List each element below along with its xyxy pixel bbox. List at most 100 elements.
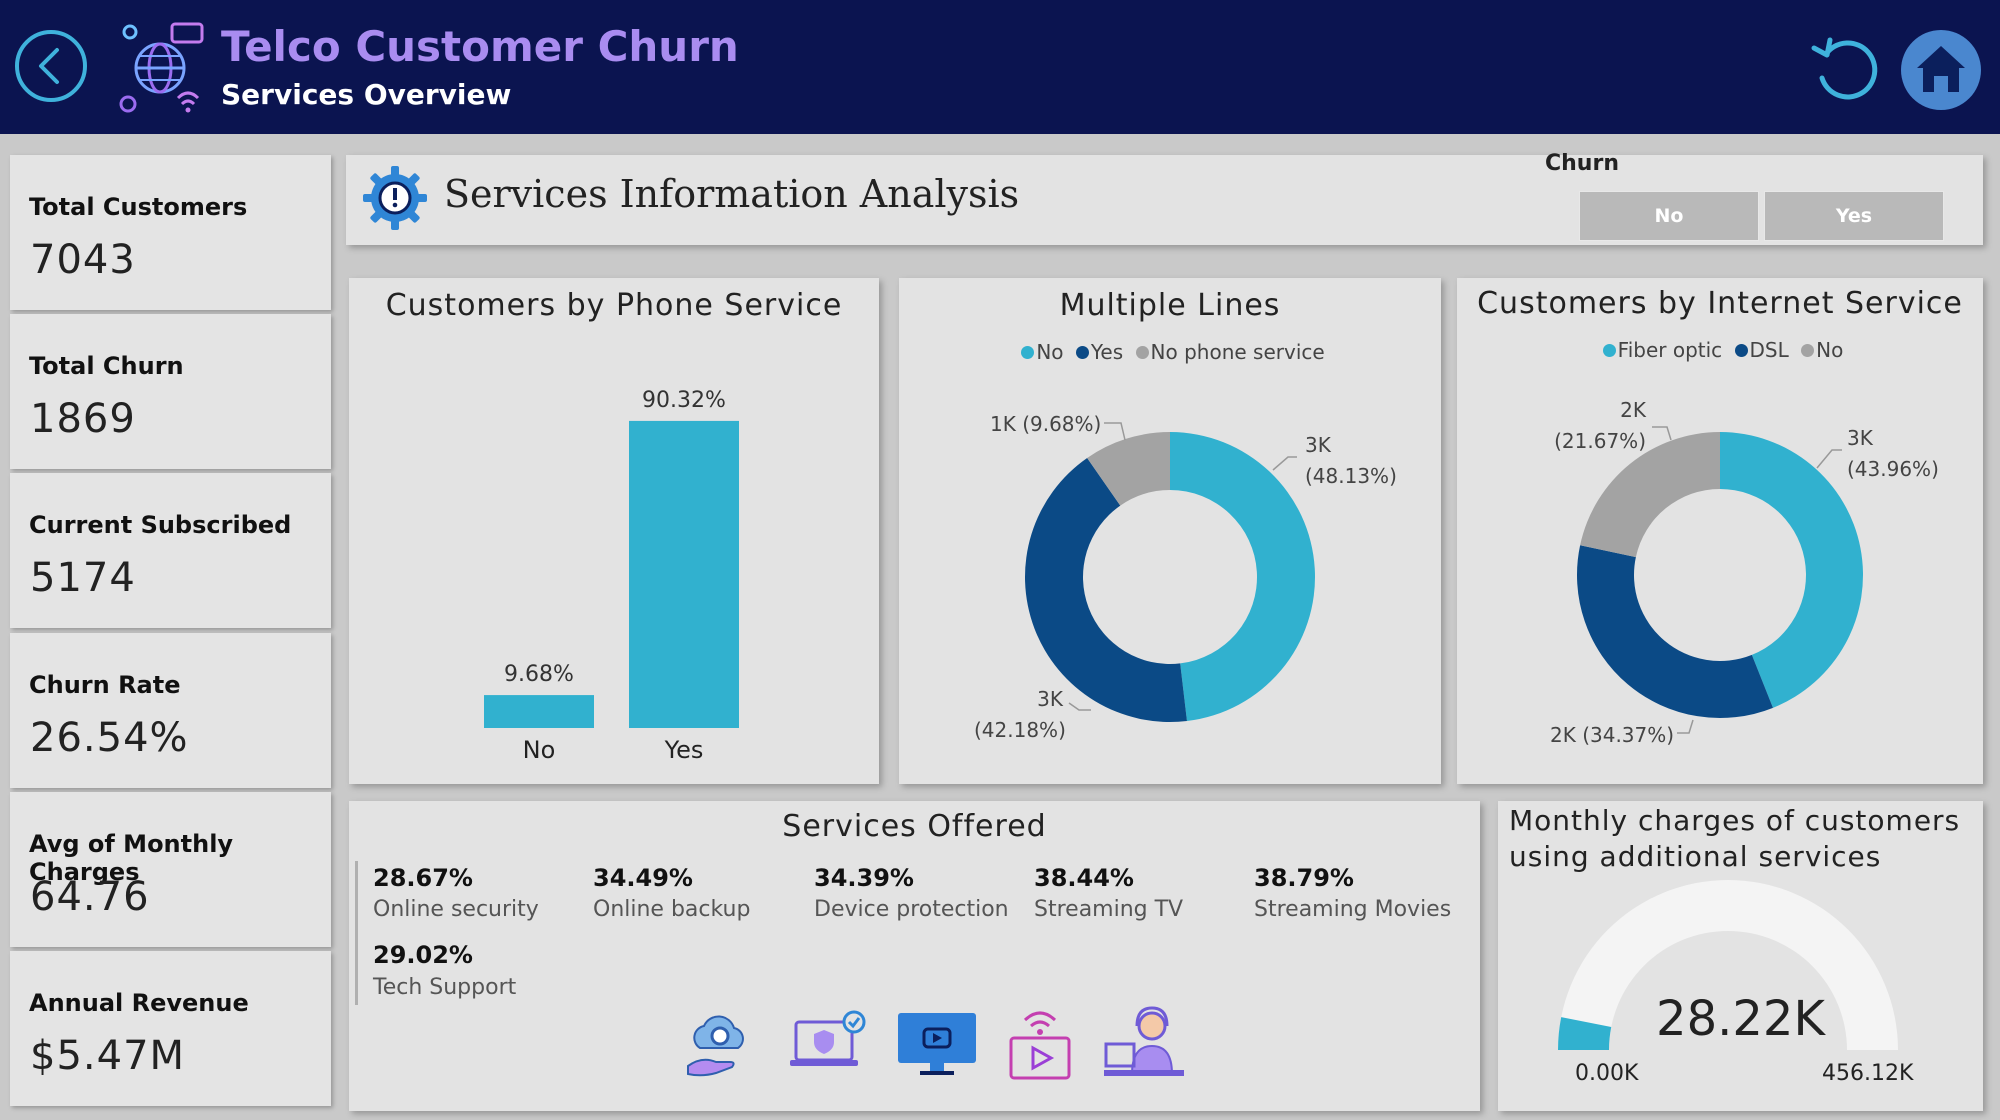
service-pct: 29.02% xyxy=(373,941,473,969)
legend-swatch-none xyxy=(1801,343,1815,357)
app-title: Telco Customer Churn xyxy=(221,22,739,71)
gauge-title-line: using additional services xyxy=(1509,840,1882,873)
bar-no xyxy=(484,695,594,728)
legend-label: No phone service xyxy=(1150,340,1325,364)
service-label: Tech Support xyxy=(373,975,517,1000)
reset-button[interactable] xyxy=(1806,28,1886,108)
service-pct: 28.67% xyxy=(373,864,473,892)
donut-slice-no-phone-service xyxy=(1087,432,1170,506)
kpi-value: 64.76 xyxy=(30,874,150,920)
kpi-label: Avg of Monthly Charges xyxy=(29,830,234,886)
donut-slice-no xyxy=(1170,432,1315,722)
legend-swatch-yes xyxy=(1075,345,1089,359)
leader-line xyxy=(1816,449,1842,469)
service-pct: 38.79% xyxy=(1254,864,1354,892)
kpi-value: 5174 xyxy=(30,555,136,601)
legend-swatch-fiber xyxy=(1602,343,1616,357)
data-label-count: 3K xyxy=(1305,433,1331,457)
multiple-lines-donut xyxy=(1025,422,1315,722)
legend-label: Yes xyxy=(1090,340,1124,364)
services-offered-panel: Services Offered 28.67% Online security … xyxy=(349,801,1480,1111)
gauge-track xyxy=(1558,880,1898,1050)
data-label-no-internet: 2K (21.67%) xyxy=(1554,395,1646,457)
data-label-pct: (43.96%) xyxy=(1847,457,1939,481)
churn-filter-yes-button[interactable]: Yes xyxy=(1764,191,1944,241)
service-pct: 34.39% xyxy=(814,864,914,892)
legend-label: No xyxy=(1036,340,1064,364)
x-tick-label: No xyxy=(523,736,556,764)
kpi-label: Total Churn xyxy=(29,352,184,380)
home-button[interactable] xyxy=(1901,30,1981,110)
kpi-label: Annual Revenue xyxy=(29,989,249,1017)
service-label: Device protection xyxy=(814,897,1009,922)
service-label: Streaming TV xyxy=(1034,897,1184,922)
donut-slice-no xyxy=(1580,432,1720,558)
service-label: Online security xyxy=(373,897,539,922)
kpi-avg-monthly-charges: Avg of Monthly Charges 64.76 xyxy=(10,792,331,947)
donut-slice-fiber-optic xyxy=(1720,432,1863,708)
phone-service-bar-chart: 9.68% No 90.32% Yes xyxy=(484,388,739,764)
back-button[interactable] xyxy=(15,30,87,102)
x-tick-label: Yes xyxy=(664,736,704,764)
secure-laptop-icon xyxy=(790,1010,866,1066)
data-label-no-phone: 1K (9.68%) xyxy=(990,412,1102,436)
donut-slice-yes xyxy=(1025,458,1187,722)
phone-service-panel: Customers by Phone Service 9.68% No 90.32%… xyxy=(349,278,879,784)
service-pct: 38.44% xyxy=(1034,864,1134,892)
legend-swatch-no xyxy=(1021,345,1035,359)
gauge-title-line: Monthly charges of customers xyxy=(1509,804,1961,837)
chart-legend: No Yes No phone service xyxy=(899,340,1441,364)
telecom-network-icon xyxy=(116,20,211,115)
kpi-value: $5.47M xyxy=(30,1033,186,1079)
data-label-count: 2K xyxy=(1620,398,1646,422)
kpi-total-customers: Total Customers 7043 xyxy=(10,155,331,310)
kpi-annual-revenue: Annual Revenue $5.47M xyxy=(10,951,331,1106)
churn-filter-no-button[interactable]: No xyxy=(1579,191,1759,241)
leader-line xyxy=(1068,702,1091,711)
streaming-video-icon xyxy=(1009,1011,1071,1080)
gauge-chart xyxy=(1558,880,1898,1050)
gauge-min-label: 0.00K xyxy=(1575,1061,1639,1086)
data-label-pct: (48.13%) xyxy=(1305,464,1397,488)
legend-label: No xyxy=(1816,338,1844,362)
kpi-churn-rate: Churn Rate 26.54% xyxy=(10,633,331,788)
legend-swatch-dsl xyxy=(1734,343,1748,357)
leader-line xyxy=(1652,426,1672,441)
chart-title: Customers by Phone Service xyxy=(385,288,843,323)
data-label-yes: 3K (42.18%) xyxy=(974,684,1066,746)
gauge-fill xyxy=(1558,1017,1612,1050)
service-label: Streaming Movies xyxy=(1254,897,1452,922)
data-label-count: 3K xyxy=(1847,426,1873,450)
legend-label: Fiber optic xyxy=(1617,338,1723,362)
cloud-gear-icon xyxy=(687,1015,744,1077)
monthly-charges-gauge-panel: Monthly charges of customers using addit… xyxy=(1498,801,1983,1111)
monitor-icon xyxy=(898,1013,976,1075)
kpi-label: Total Customers xyxy=(29,193,248,221)
kpi-value: 7043 xyxy=(30,237,136,283)
internet-service-donut xyxy=(1577,426,1863,734)
chart-title: Multiple Lines xyxy=(1059,288,1281,323)
legend-label: DSL xyxy=(1749,338,1789,362)
kpi-current-subscribed: Current Subscribed 5174 xyxy=(10,473,331,628)
leader-line xyxy=(1272,456,1297,471)
kpi-label: Churn Rate xyxy=(29,671,181,699)
leader-line xyxy=(1104,422,1126,441)
service-pct: 34.49% xyxy=(593,864,693,892)
settings-alert-icon xyxy=(360,163,430,237)
multiple-lines-panel: Multiple Lines No Yes No phone service 3… xyxy=(899,278,1441,784)
kpi-total-churn: Total Churn 1869 xyxy=(10,314,331,469)
data-label-count: 3K xyxy=(1037,687,1063,711)
gauge-max-label: 456.12K xyxy=(1822,1061,1914,1086)
bar-value-label: 90.32% xyxy=(642,388,726,413)
data-label-pct: (21.67%) xyxy=(1554,429,1646,453)
home-icon xyxy=(1917,46,1965,92)
data-label-fiber: 3K (43.96%) xyxy=(1847,423,1939,485)
data-label-no: 3K (48.13%) xyxy=(1305,430,1397,492)
legend-swatch-no-phone xyxy=(1135,345,1149,359)
tech-support-icon xyxy=(1104,1006,1184,1076)
divider xyxy=(355,861,358,1005)
data-label-pct: (42.18%) xyxy=(974,718,1066,742)
page-subtitle: Services Overview xyxy=(221,78,512,111)
internet-service-panel: Customers by Internet Service Fiber opti… xyxy=(1457,278,1983,784)
kpi-label: Current Subscribed xyxy=(29,511,292,539)
